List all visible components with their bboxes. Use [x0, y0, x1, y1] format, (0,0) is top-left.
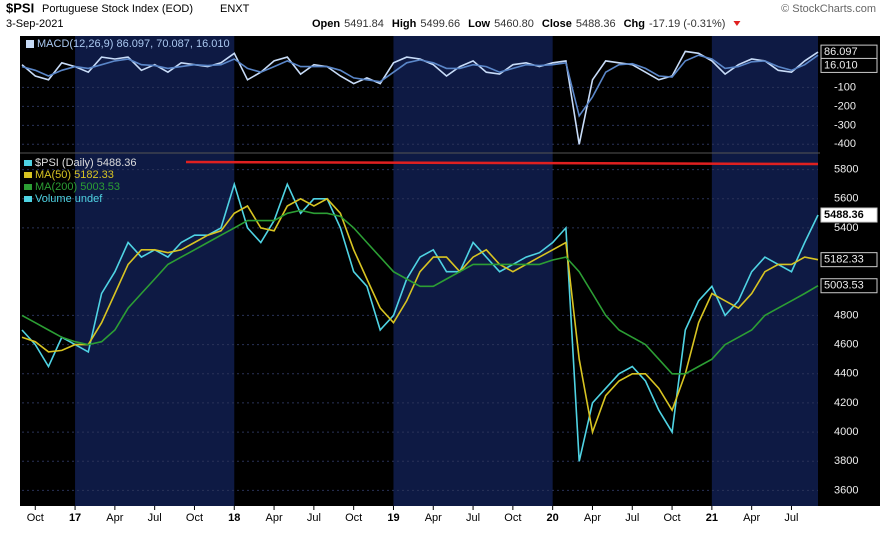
y-tick-label: 4400: [834, 368, 858, 380]
x-tick-label: Jul: [466, 512, 480, 524]
end-label-box: [820, 207, 878, 223]
axis-background: [820, 36, 880, 506]
quote-label: Close: [542, 18, 572, 30]
quote-label: Open: [312, 18, 340, 30]
quote-value: 5491.84: [344, 18, 384, 30]
quote-label: Low: [468, 18, 490, 30]
y-tick-label: 4000: [834, 426, 858, 438]
x-tick-label: Oct: [186, 512, 203, 524]
legend: MACD(12,26,9) 86.097, 70.087, 16.010: [37, 38, 230, 50]
axis-box-label: 16.010: [824, 59, 858, 71]
x-tick-label: 18: [228, 512, 240, 524]
legend-swatch: [24, 160, 32, 166]
x-tick-label: 17: [69, 512, 81, 524]
x-tick-label: Jul: [148, 512, 162, 524]
y-tick-label: 3800: [834, 455, 858, 467]
end-label-box: [820, 252, 878, 268]
quote-label: Chg: [624, 18, 645, 30]
quote-label: High: [392, 18, 417, 30]
y-tick-label: 5600: [834, 193, 858, 205]
date: 3-Sep-2021: [6, 18, 64, 30]
y-tick-label: 5400: [834, 222, 858, 234]
x-tick-label: Oct: [345, 512, 362, 524]
legend-entry: $PSI (Daily) 5488.36: [35, 157, 137, 169]
quote-value: 5499.66: [420, 18, 460, 30]
x-tick-label: Apr: [425, 512, 442, 524]
legend-swatch: [24, 196, 32, 202]
x-tick-label: Apr: [106, 512, 123, 524]
x-tick-label: Jul: [784, 512, 798, 524]
index-name: Portuguese Stock Index (EOD): [42, 3, 193, 15]
y-tick-label: -400: [834, 138, 856, 150]
quote-value: 5460.80: [494, 18, 534, 30]
x-tick-label: Apr: [743, 512, 760, 524]
x-tick-label: 21: [706, 512, 718, 524]
axis-box-label: 86.097: [824, 46, 858, 58]
y-tick-label: -300: [834, 119, 856, 131]
x-tick-label: Jul: [625, 512, 639, 524]
quote-value: -17.19 (-0.31%): [649, 18, 725, 30]
x-tick-label: Oct: [27, 512, 44, 524]
legend-entry: MA(200) 5003.53: [35, 181, 120, 193]
end-label: 5488.36: [824, 209, 864, 221]
source: © StockCharts.com: [781, 3, 876, 15]
x-tick-label: Oct: [664, 512, 681, 524]
y-tick-label: -200: [834, 100, 856, 112]
exchange: ENXT: [220, 3, 250, 15]
legend-swatch: [26, 40, 34, 48]
down-arrow: [733, 21, 741, 26]
axis-box: [820, 57, 878, 73]
y-tick-label: 3600: [834, 484, 858, 496]
x-tick-label: Jul: [307, 512, 321, 524]
legend-entry: MA(50) 5182.33: [35, 169, 114, 181]
y-tick-label: 4800: [834, 309, 858, 321]
year-band: [75, 36, 235, 506]
end-label: 5182.33: [824, 254, 864, 266]
y-tick-label: -100: [834, 81, 856, 93]
end-label-box: [820, 278, 878, 294]
series-line: [21, 54, 819, 118]
series-line: [21, 209, 819, 375]
legend-entry: Volume undef: [35, 193, 103, 205]
resistance-line: [185, 160, 819, 166]
end-label: 5003.53: [824, 280, 864, 292]
x-tick-label: Apr: [584, 512, 601, 524]
quote-value: 5488.36: [576, 18, 616, 30]
y-tick-label: 4200: [834, 397, 858, 409]
x-tick-label: Apr: [266, 512, 283, 524]
series-line: [21, 50, 819, 145]
legend-swatch: [24, 184, 32, 190]
x-tick-label: Oct: [504, 512, 521, 524]
symbol: $PSI: [6, 0, 34, 15]
y-tick-label: 4600: [834, 338, 858, 350]
x-tick-label: 20: [547, 512, 559, 524]
y-tick-label: 5800: [834, 163, 858, 175]
legend-swatch: [24, 172, 32, 178]
x-tick-label: 19: [387, 512, 399, 524]
